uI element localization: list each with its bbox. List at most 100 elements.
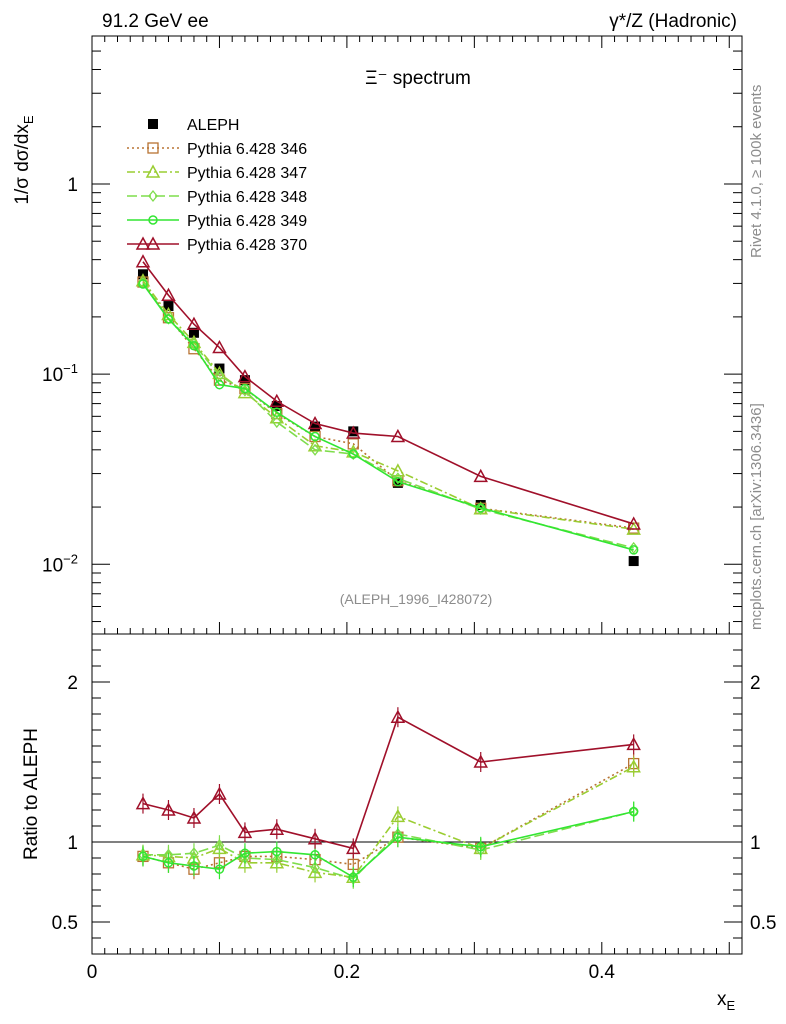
- series-marker-ratio: [237, 824, 253, 839]
- header-left: 91.2 GeV ee: [102, 11, 209, 32]
- series-marker-ratio: [390, 808, 406, 823]
- legend-label: Pythia 6.428 348: [187, 189, 307, 206]
- series-marker-main: [309, 430, 321, 443]
- series-marker-main: [163, 314, 174, 324]
- y-tick-label-ratio-right: 1: [750, 833, 761, 854]
- series-main-5: [135, 254, 641, 530]
- y-tick-label-exponent: −2: [63, 551, 78, 566]
- legend-label: Pythia 6.428 349: [187, 213, 307, 230]
- series-marker-ratio: [138, 851, 148, 862]
- series-main-3: [138, 276, 639, 554]
- series-marker-main: [310, 443, 320, 456]
- series-marker-main: [269, 393, 285, 408]
- x-axis-label-text: x: [717, 989, 727, 1010]
- legend-label-aleph: ALEPH: [187, 117, 239, 134]
- series-marker-main: [310, 431, 320, 442]
- legend-marker: [145, 236, 161, 250]
- main-y-axis-label: 1/σ dσ/dxE: [12, 115, 36, 205]
- series-marker-main: [269, 410, 285, 424]
- series-marker-ratio: [475, 842, 486, 852]
- series-marker-ratio: [189, 861, 199, 871]
- series-line-main: [142, 280, 634, 530]
- series-ratio-5: [135, 707, 641, 859]
- series-marker-ratio: [271, 853, 282, 866]
- header-right: γ*/Z (Hadronic): [609, 11, 737, 32]
- analysis-tag: (ALEPH_1996_I428072): [340, 591, 493, 607]
- series-marker-ratio: [626, 736, 641, 751]
- series-marker-main: [237, 369, 253, 383]
- y-tick-label-main: 10−1: [42, 361, 78, 386]
- x-tick-label: 0.2: [334, 962, 360, 983]
- series-marker-main: [272, 407, 282, 418]
- series-marker-ratio: [212, 786, 227, 800]
- series-marker-ratio: [346, 840, 361, 855]
- series-marker-main: [393, 472, 403, 485]
- series-marker-main: [346, 425, 361, 439]
- main-y-axis-label-text: 1/σ dσ/dx: [12, 124, 33, 205]
- series-line-main: [142, 281, 634, 529]
- legend-marker-aleph: [148, 119, 158, 129]
- series-marker-main: [628, 545, 639, 555]
- series-marker-ratio: [473, 754, 488, 768]
- series-marker-ratio: [214, 839, 225, 852]
- series-line-ratio: [142, 810, 634, 880]
- series-marker-main: [390, 428, 406, 443]
- y-tick-label-main: 10−2: [42, 551, 78, 576]
- axis-ticks: [91, 35, 743, 954]
- series-marker-ratio: [135, 796, 151, 810]
- series-marker-main: [393, 476, 403, 487]
- series-marker-main: [307, 438, 323, 452]
- aleph-data-point: [310, 421, 321, 432]
- series-line-main: [142, 282, 634, 549]
- legend: ALEPH Pythia 6.428 346 Pythia 6.428 347 Pyt…: [127, 117, 307, 254]
- series-marker-ratio: [310, 861, 320, 874]
- series-marker-main: [271, 415, 282, 429]
- aleph-data-point: [239, 375, 250, 386]
- series-marker-main: [135, 273, 151, 287]
- y-tick-label-ratio-left: 2: [67, 673, 78, 694]
- series-main-4: [138, 279, 639, 555]
- series-marker-main: [390, 463, 406, 477]
- series-marker-ratio: [272, 846, 282, 857]
- series-line-main: [142, 261, 634, 525]
- series-ratio-1: [137, 753, 640, 880]
- legend-marker: [148, 189, 158, 203]
- x-tick-label: 0.4: [589, 962, 616, 983]
- series-marker-ratio: [393, 832, 403, 842]
- main-y-axis-label-subscript: E: [21, 115, 36, 124]
- series-marker-main: [348, 449, 359, 459]
- aleph-data-point: [348, 426, 359, 437]
- legend-label: Pythia 6.428 347: [187, 165, 307, 182]
- series-line-ratio: [142, 766, 635, 879]
- legend-label: Pythia 6.428 370: [187, 237, 307, 254]
- series-marker-main: [186, 316, 202, 330]
- aleph-data-point: [163, 301, 174, 312]
- series-marker-ratio: [269, 821, 285, 835]
- y-tick-label-ratio-left: 0.5: [52, 913, 78, 934]
- series-marker-ratio: [161, 802, 176, 816]
- series-marker-main: [189, 341, 199, 351]
- y-tick-label-base: 10: [42, 555, 63, 576]
- series-marker-main: [240, 383, 250, 394]
- ratio-y-axis-label: Ratio to ALEPH: [21, 728, 42, 860]
- legend-marker: [147, 142, 159, 154]
- series-marker-ratio: [186, 810, 202, 824]
- legend-marker: [145, 164, 161, 178]
- aleph-data-point: [628, 556, 639, 567]
- x-tick-label: 0: [87, 962, 98, 983]
- series-marker-main: [161, 287, 176, 301]
- x-axis-label-subscript: E: [727, 998, 736, 1013]
- series-main-1: [137, 276, 640, 534]
- legend-marker-extra: [135, 236, 151, 250]
- series-marker-main: [473, 468, 488, 483]
- legend-label: Pythia 6.428 346: [187, 141, 307, 158]
- series-layer: [135, 254, 641, 889]
- series-marker-ratio: [240, 848, 250, 858]
- x-axis-label: xE: [717, 989, 736, 1013]
- series-marker-main: [475, 503, 486, 513]
- aleph-data-point: [188, 327, 199, 338]
- series-marker-main: [138, 279, 148, 289]
- ratio-plot-frame: [91, 633, 743, 955]
